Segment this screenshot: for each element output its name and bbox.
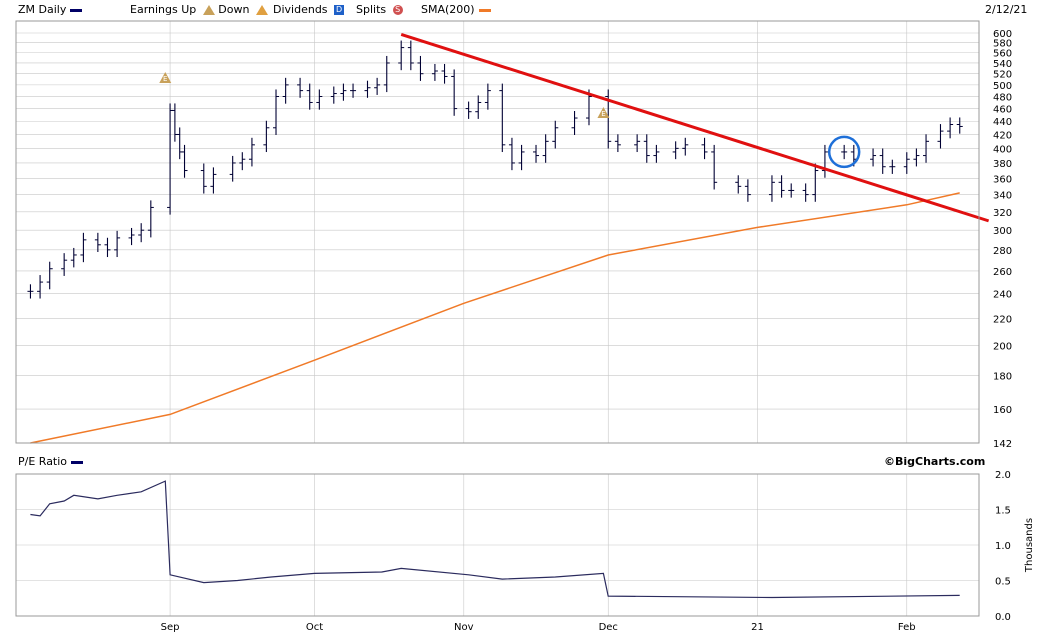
earnings-up-label: Earnings Up	[130, 3, 197, 16]
price-y-tick: 580	[993, 39, 1012, 50]
trendline	[400, 32, 990, 223]
x-axis: Sep Oct Nov Dec 21 Feb	[161, 622, 916, 633]
earnings-marker-icon	[159, 72, 172, 83]
earnings-down-label: Down	[218, 3, 250, 16]
pe-y-tick: 2.0	[995, 470, 1011, 481]
dividends-legend: Dividends D	[273, 3, 345, 17]
sma-swatch	[478, 8, 491, 12]
split-icon: S	[392, 5, 403, 15]
price-panel-border	[15, 20, 980, 444]
price-y-tick: 440	[993, 117, 1012, 128]
pe-y-tick: 1.0	[995, 541, 1011, 552]
x-tick: Oct	[306, 622, 323, 633]
pe-y-tick: 1.5	[995, 506, 1011, 517]
chart-legend-header: ZM Daily	[18, 3, 83, 17]
price-y-tick: 380	[993, 159, 1012, 170]
pe-ratio-line	[30, 480, 960, 599]
x-tick: Sep	[161, 622, 180, 633]
splits-label: Splits	[356, 3, 387, 16]
price-y-tick: 142	[993, 439, 1012, 450]
pe-legend: P/E Ratio	[18, 455, 84, 469]
price-y-tick: 220	[993, 314, 1012, 325]
pe-y-axis: 2.0 1.5 1.0 0.5 0.0	[995, 470, 1011, 623]
price-swatch	[70, 8, 83, 12]
earnings-marker-label: E	[601, 110, 605, 118]
x-tick: Dec	[599, 622, 618, 633]
earnings-down-icon	[255, 5, 268, 15]
pe-panel-border	[15, 473, 980, 617]
earnings-marker-label: E	[163, 75, 167, 83]
price-y-tick: 360	[993, 174, 1012, 185]
earnings-up-icon	[202, 5, 215, 15]
price-y-tick: 260	[993, 267, 1012, 278]
sma-legend: SMA(200)	[421, 3, 491, 17]
breakout-circle	[827, 135, 861, 169]
price-y-tick: 400	[993, 144, 1012, 155]
price-y-tick: 280	[993, 246, 1012, 257]
x-tick: Nov	[454, 622, 474, 633]
pe-y-tick: 0.5	[995, 577, 1011, 588]
price-grid	[16, 21, 979, 444]
price-y-tick: 200	[993, 342, 1012, 353]
x-tick: 21	[751, 622, 764, 633]
price-y-tick: 320	[993, 208, 1012, 219]
earnings-marker-icon	[597, 107, 610, 118]
earnings-legend: Earnings Up Down	[130, 3, 268, 17]
price-y-tick: 460	[993, 105, 1012, 116]
dividends-label: Dividends	[273, 3, 328, 16]
price-y-tick: 420	[993, 130, 1012, 141]
price-y-tick: 240	[993, 290, 1012, 301]
price-y-tick: 300	[993, 226, 1012, 237]
dividend-icon: D	[334, 5, 345, 15]
splits-legend: Splits S	[356, 3, 403, 17]
price-y-tick: 600	[993, 29, 1012, 40]
bigcharts-brand: ©BigCharts.com	[884, 455, 986, 468]
pe-label: P/E Ratio	[18, 455, 68, 468]
pe-swatch	[71, 460, 84, 464]
price-y-tick: 560	[993, 49, 1012, 60]
price-y-tick: 160	[993, 405, 1012, 416]
ticker-label: ZM Daily	[18, 3, 67, 16]
price-y-tick: 180	[993, 372, 1012, 383]
price-bars	[27, 40, 963, 299]
earnings-markers: EE	[159, 72, 610, 118]
price-y-tick: 480	[993, 92, 1012, 103]
price-y-tick: 520	[993, 70, 1012, 81]
price-y-tick: 500	[993, 81, 1012, 92]
price-y-tick: 540	[993, 59, 1012, 70]
pe-grid	[16, 473, 979, 617]
sma-200-line	[30, 192, 960, 444]
sma-label: SMA(200)	[421, 3, 475, 16]
pe-y-axis-title: Thousands	[1024, 518, 1035, 573]
price-y-tick: 340	[993, 191, 1012, 202]
pe-y-tick: 0.0	[995, 612, 1011, 623]
x-tick: Feb	[898, 622, 916, 633]
chart-date: 2/12/21	[985, 3, 1028, 16]
